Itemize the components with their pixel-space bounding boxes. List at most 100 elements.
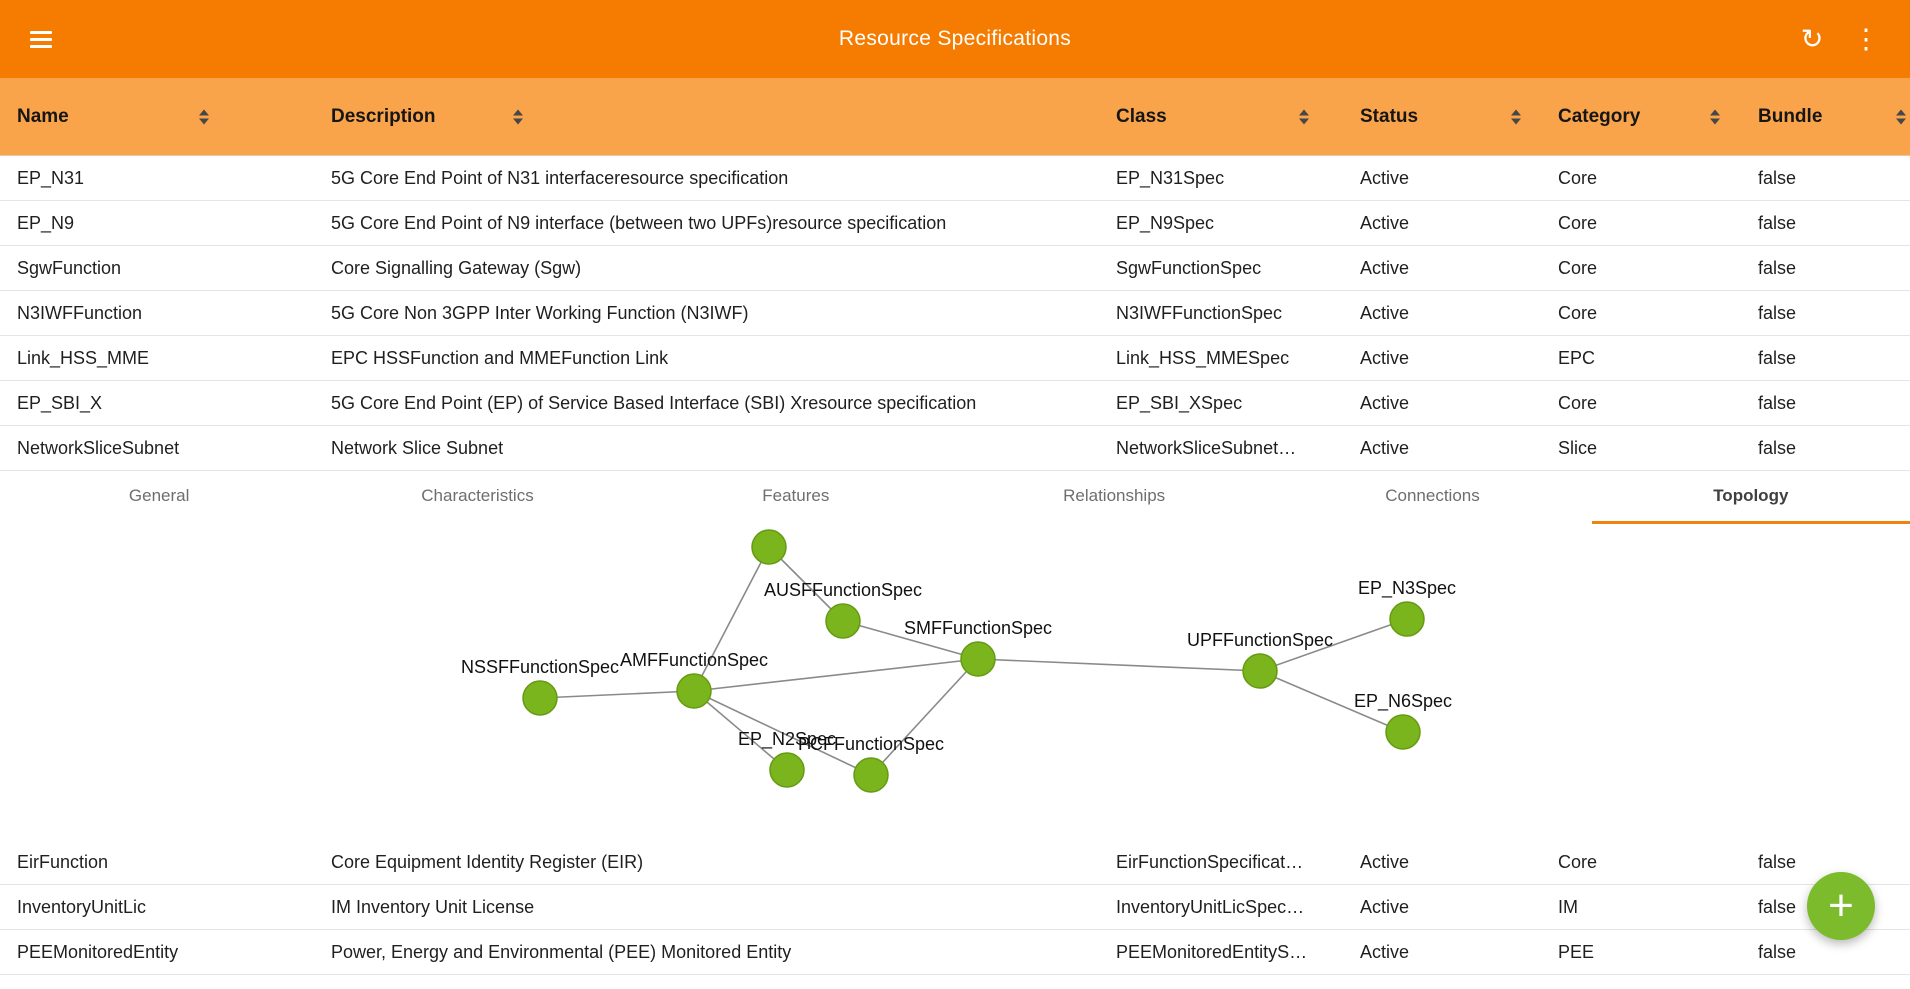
- column-label: Category: [1558, 105, 1641, 127]
- column-label: Status: [1360, 105, 1419, 127]
- cell-description: 5G Core End Point (EP) of Service Based …: [331, 392, 977, 413]
- sort-icon[interactable]: [1511, 109, 1521, 124]
- cell-status: Active: [1360, 167, 1410, 188]
- topology-node[interactable]: [751, 529, 787, 565]
- table-row[interactable]: Link_HSS_MME EPC HSSFunction and MMEFunct…: [0, 336, 1910, 381]
- cell-bundle: false: [1758, 851, 1797, 872]
- topology-node-ep-n3spec[interactable]: [1389, 601, 1425, 637]
- table-row[interactable]: N3IWFFunction 5G Core Non 3GPP Inter Work…: [0, 291, 1910, 336]
- cell-bundle: false: [1758, 167, 1797, 188]
- cell-status: Active: [1360, 257, 1410, 278]
- cell-category: Core: [1558, 302, 1598, 323]
- partial-row: [0, 975, 1910, 989]
- cell-bundle: false: [1758, 392, 1797, 413]
- column-header-description[interactable]: Description: [314, 78, 1099, 155]
- table-row[interactable]: PEEMonitoredEntity Power, Energy and Envi…: [0, 930, 1910, 975]
- cell-class: SgwFunctionSpec: [1116, 257, 1262, 278]
- sort-icon[interactable]: [1710, 109, 1720, 124]
- cell-category: Core: [1558, 212, 1598, 233]
- table-row[interactable]: EirFunction Core Equipment Identity Regis…: [0, 840, 1910, 885]
- tab-general[interactable]: General: [128, 486, 190, 505]
- tab-characteristics[interactable]: Characteristics: [421, 486, 534, 505]
- cell-class: NetworkSliceSubnet…: [1116, 437, 1297, 458]
- column-header-category[interactable]: Category: [1541, 78, 1741, 155]
- sort-icon[interactable]: [1896, 109, 1906, 124]
- table-row[interactable]: EP_N31 5G Core End Point of N31 interface…: [0, 156, 1910, 201]
- cell-description: EPC HSSFunction and MMEFunction Link: [331, 347, 669, 368]
- cell-status: Active: [1360, 896, 1410, 917]
- column-header-status[interactable]: Status: [1343, 78, 1541, 155]
- topology-node-label: UPFFunctionSpec: [1187, 630, 1333, 650]
- add-button[interactable]: +: [1807, 872, 1875, 940]
- cell-name: EP_N9: [17, 212, 75, 233]
- column-header-bundle[interactable]: Bundle: [1741, 78, 1910, 155]
- tab-topology[interactable]: Topology: [1591, 471, 1910, 524]
- refresh-icon[interactable]: ↻: [1792, 19, 1832, 59]
- topology-panel: AUSFFunctionSpec SMFFunctionSpec EP_N3Spec…: [0, 524, 1910, 840]
- cell-description: Power, Energy and Environmental (PEE) Mo…: [331, 941, 792, 962]
- cell-bundle: false: [1758, 257, 1797, 278]
- topology-node-label: AUSFFunctionSpec: [764, 580, 922, 600]
- sort-icon[interactable]: [1299, 109, 1309, 124]
- topology-node-label: SMFFunctionSpec: [904, 618, 1052, 638]
- topology-node-pcffunctionspec[interactable]: [853, 757, 889, 793]
- topology-node-nssffunctionspec[interactable]: [522, 680, 558, 716]
- cell-category: Core: [1558, 257, 1598, 278]
- table-row[interactable]: EP_N9 5G Core End Point of N9 interface (…: [0, 201, 1910, 246]
- app-bar: Resource Specifications ↻ ⋮: [0, 0, 1910, 78]
- overflow-menu-icon[interactable]: ⋮: [1846, 19, 1886, 59]
- topology-edge: [1259, 618, 1408, 672]
- column-header-name[interactable]: Name: [0, 78, 314, 155]
- cell-description: 5G Core End Point of N9 interface (betwe…: [331, 212, 947, 233]
- topology-edge: [693, 658, 979, 692]
- cell-name: NetworkSliceSubnet: [17, 437, 180, 458]
- cell-name: N3IWFFunction: [17, 302, 143, 323]
- topology-node-label: EP_N2Spec: [738, 729, 836, 750]
- topology-edge: [842, 620, 979, 660]
- cell-status: Active: [1360, 302, 1410, 323]
- table-row[interactable]: InventoryUnitLic IM Inventory Unit Licens…: [0, 885, 1910, 930]
- table-row[interactable]: EP_SBI_X 5G Core End Point (EP) of Servic…: [0, 381, 1910, 426]
- cell-status: Active: [1360, 941, 1410, 962]
- tab-features[interactable]: Features: [762, 486, 830, 505]
- topology-graph[interactable]: AUSFFunctionSpec SMFFunctionSpec EP_N3Spec…: [0, 524, 1910, 840]
- menu-icon[interactable]: [24, 25, 58, 54]
- cell-class: EP_SBI_XSpec: [1116, 392, 1243, 413]
- cell-status: Active: [1360, 347, 1410, 368]
- column-label: Class: [1116, 105, 1167, 127]
- topology-node-ep-n6spec[interactable]: [1385, 714, 1421, 750]
- topology-node-ep-n2spec[interactable]: [769, 752, 805, 788]
- topology-node-upffunctionspec[interactable]: [1242, 653, 1278, 689]
- column-label: Description: [331, 105, 436, 127]
- appbar-actions: ↻ ⋮: [1792, 19, 1886, 59]
- cell-bundle: false: [1758, 347, 1797, 368]
- topology-edge: [1259, 670, 1404, 733]
- topology-node-amffunctionspec[interactable]: [676, 673, 712, 709]
- tab-relationships[interactable]: Relationships: [1063, 486, 1166, 505]
- table-rows-top: EP_N31 5G Core End Point of N31 interface…: [0, 156, 1910, 471]
- tab-connections[interactable]: Connections: [1385, 486, 1480, 505]
- table-row[interactable]: SgwFunction Core Signalling Gateway (Sgw)…: [0, 246, 1910, 291]
- cell-status: Active: [1360, 212, 1410, 233]
- topology-node-smffunctionspec[interactable]: [960, 641, 996, 677]
- topology-node-ausffunctionspec[interactable]: [825, 603, 861, 639]
- cell-class: EP_N9Spec: [1116, 212, 1215, 233]
- topology-edge: [693, 546, 770, 692]
- cell-class: EP_N31Spec: [1116, 167, 1225, 188]
- column-header-class[interactable]: Class: [1099, 78, 1343, 155]
- cell-bundle: false: [1758, 437, 1797, 458]
- topology-node-label: AMFFunctionSpec: [620, 650, 768, 670]
- table-row[interactable]: NetworkSliceSubnet Network Slice Subnet Ne…: [0, 426, 1910, 471]
- sort-icon[interactable]: [199, 109, 209, 124]
- column-label: Bundle: [1758, 105, 1823, 127]
- cell-name: InventoryUnitLic: [17, 896, 147, 917]
- cell-category: PEE: [1558, 941, 1595, 962]
- page-title: Resource Specifications: [838, 27, 1072, 50]
- cell-status: Active: [1360, 851, 1410, 872]
- topology-node-label: EP_N6Spec: [1354, 691, 1452, 712]
- sort-icon[interactable]: [513, 109, 523, 124]
- cell-description: Core Signalling Gateway (Sgw): [331, 257, 582, 278]
- cell-name: EP_SBI_X: [17, 392, 103, 413]
- table-header: Name Description Class Status Category Bundle: [0, 78, 1910, 156]
- topology-edge: [539, 690, 695, 699]
